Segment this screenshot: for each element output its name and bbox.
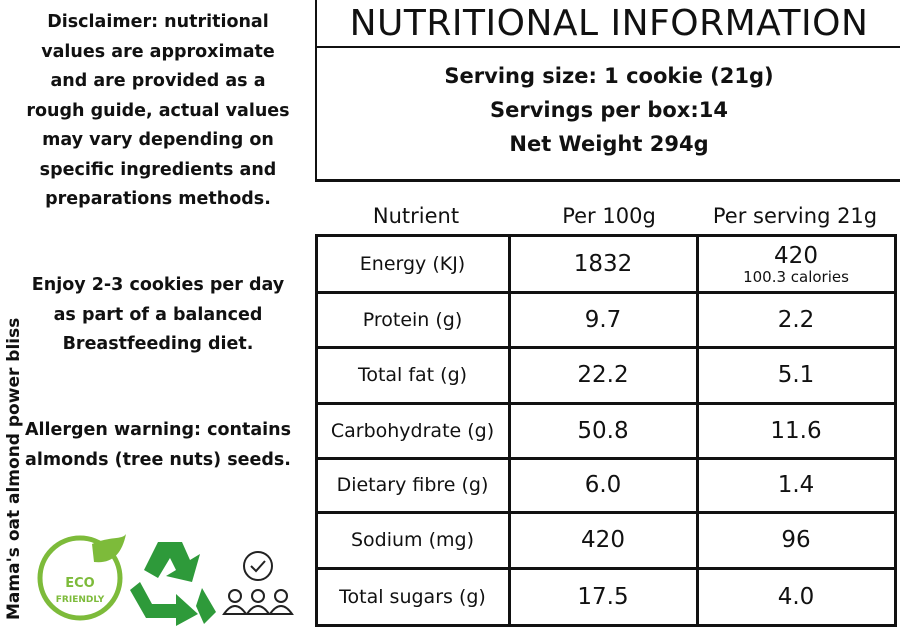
serving-advice: Enjoy 2-3 cookies per day as part of a b… xyxy=(31,275,285,354)
table-cell: 1832 xyxy=(509,235,697,292)
nutrient-name: Energy (KJ) xyxy=(359,252,466,275)
nutrient-value: 9.7 xyxy=(584,306,622,333)
table-cell: 6.0 xyxy=(509,458,697,512)
table-cell: 22.2 xyxy=(509,347,697,403)
nutrient-value: 11.6 xyxy=(770,417,822,444)
table-cell: 50.8 xyxy=(509,403,697,458)
table-cell: 17.5 xyxy=(509,568,697,625)
table-border xyxy=(315,567,897,570)
eco-text: FRIENDLY xyxy=(56,595,105,605)
table-cell: 96 xyxy=(697,512,895,568)
table-header: Per serving 21g xyxy=(712,204,878,228)
disclaimer: Disclaimer: nutritional values are appro… xyxy=(26,12,290,209)
table-header: Nutrient xyxy=(372,204,460,228)
border xyxy=(315,46,900,48)
value-note: 100.3 calories xyxy=(743,267,849,286)
nutrient-name: Total fat (g) xyxy=(357,364,468,386)
border xyxy=(315,179,900,182)
table-cell: 420 xyxy=(509,512,697,568)
table-cell: Dietary fibre (g) xyxy=(316,458,509,512)
table-cell: Total sugars (g) xyxy=(316,568,509,625)
table-border xyxy=(315,402,897,405)
allergen-warning: Allergen warning: contains almonds (tree… xyxy=(24,420,292,470)
table-cell: 11.6 xyxy=(697,403,895,458)
table-cell: 5.1 xyxy=(697,347,895,403)
table-border xyxy=(315,346,897,349)
nutrient-value: 4.0 xyxy=(777,583,815,610)
nutrient-name: Protein (g) xyxy=(362,308,463,331)
table-border xyxy=(315,234,318,627)
table-border xyxy=(894,234,897,627)
eco-text: ECO xyxy=(65,576,94,591)
nutrient-value: 96 xyxy=(781,527,811,553)
table-cell: 4.0 xyxy=(697,568,895,625)
table-border xyxy=(315,234,897,237)
table-cell: 1.4 xyxy=(697,458,895,512)
nutrient-value: 17.5 xyxy=(577,583,629,610)
serving-line: Servings per box:14 xyxy=(490,98,728,122)
table-cell: Carbohydrate (g) xyxy=(316,403,509,458)
serving-line: Net Weight 294g xyxy=(509,132,709,156)
nutrient-name: Carbohydrate (g) xyxy=(330,419,495,442)
nutrient-value: 5.1 xyxy=(777,362,815,388)
table-border xyxy=(696,234,699,627)
nutrient-name: Sodium (mg) xyxy=(350,529,474,551)
nutrient-value: 420 xyxy=(581,527,625,553)
table-cell: Protein (g) xyxy=(316,292,509,347)
table-border xyxy=(315,511,897,514)
table-border xyxy=(315,457,897,460)
table-header: Per 100g xyxy=(562,204,656,228)
recycle-icon xyxy=(130,542,216,626)
serving-line: Serving size: 1 cookie (21g) xyxy=(444,64,774,88)
icons: ECO FRIENDLY xyxy=(37,534,294,626)
community-icon xyxy=(222,551,294,615)
nutrient-value: 420 xyxy=(774,242,818,269)
eco-icon: ECO FRIENDLY xyxy=(37,534,126,621)
table-border xyxy=(315,291,897,294)
nutrient-value: 50.8 xyxy=(577,417,629,444)
side-label: Mama's oat almond power bliss xyxy=(4,317,24,620)
table-cell: Energy (KJ) xyxy=(316,235,509,292)
nutrient-value: 6.0 xyxy=(584,472,622,498)
nutrient-value: 22.2 xyxy=(577,362,629,388)
table-cell: 2.2 xyxy=(697,292,895,347)
nutrient-value: 2.2 xyxy=(777,306,815,333)
table-cell: Total fat (g) xyxy=(316,347,509,403)
nutrient-name: Total sugars (g) xyxy=(339,585,486,608)
title: NUTRITIONAL INFORMATION xyxy=(349,3,869,44)
table-cell: Sodium (mg) xyxy=(316,512,509,568)
table-border xyxy=(508,234,511,627)
table-border xyxy=(315,624,897,627)
table-cell: 420 100.3 calories xyxy=(697,235,895,292)
border xyxy=(315,0,317,180)
nutrient-value: 1.4 xyxy=(777,472,815,498)
nutrient-name: Dietary fibre (g) xyxy=(336,474,489,496)
nutrient-value: 1832 xyxy=(573,250,633,277)
table-cell: 9.7 xyxy=(509,292,697,347)
